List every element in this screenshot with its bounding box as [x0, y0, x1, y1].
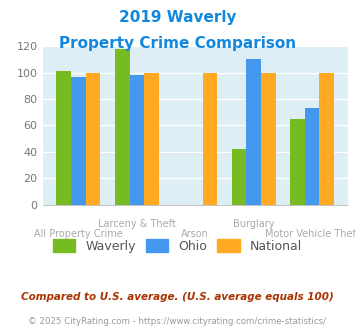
- Text: © 2025 CityRating.com - https://www.cityrating.com/crime-statistics/: © 2025 CityRating.com - https://www.city…: [28, 317, 327, 326]
- Bar: [86, 73, 100, 205]
- Text: Burglary: Burglary: [233, 219, 274, 229]
- Text: Larceny & Theft: Larceny & Theft: [98, 219, 176, 229]
- Bar: [290, 119, 305, 205]
- Bar: [71, 77, 86, 205]
- Bar: [246, 59, 261, 205]
- Text: Motor Vehicle Theft: Motor Vehicle Theft: [265, 229, 355, 239]
- Bar: [232, 149, 246, 205]
- Bar: [261, 73, 275, 205]
- Text: All Property Crime: All Property Crime: [34, 229, 123, 239]
- Bar: [130, 75, 144, 205]
- Bar: [203, 73, 217, 205]
- Bar: [115, 49, 130, 205]
- Bar: [144, 73, 159, 205]
- Legend: Waverly, Ohio, National: Waverly, Ohio, National: [48, 234, 307, 258]
- Text: Property Crime Comparison: Property Crime Comparison: [59, 36, 296, 51]
- Bar: [56, 71, 71, 205]
- Text: Compared to U.S. average. (U.S. average equals 100): Compared to U.S. average. (U.S. average …: [21, 292, 334, 302]
- Text: Arson: Arson: [181, 229, 209, 239]
- Bar: [320, 73, 334, 205]
- Text: 2019 Waverly: 2019 Waverly: [119, 10, 236, 25]
- Bar: [305, 108, 320, 205]
